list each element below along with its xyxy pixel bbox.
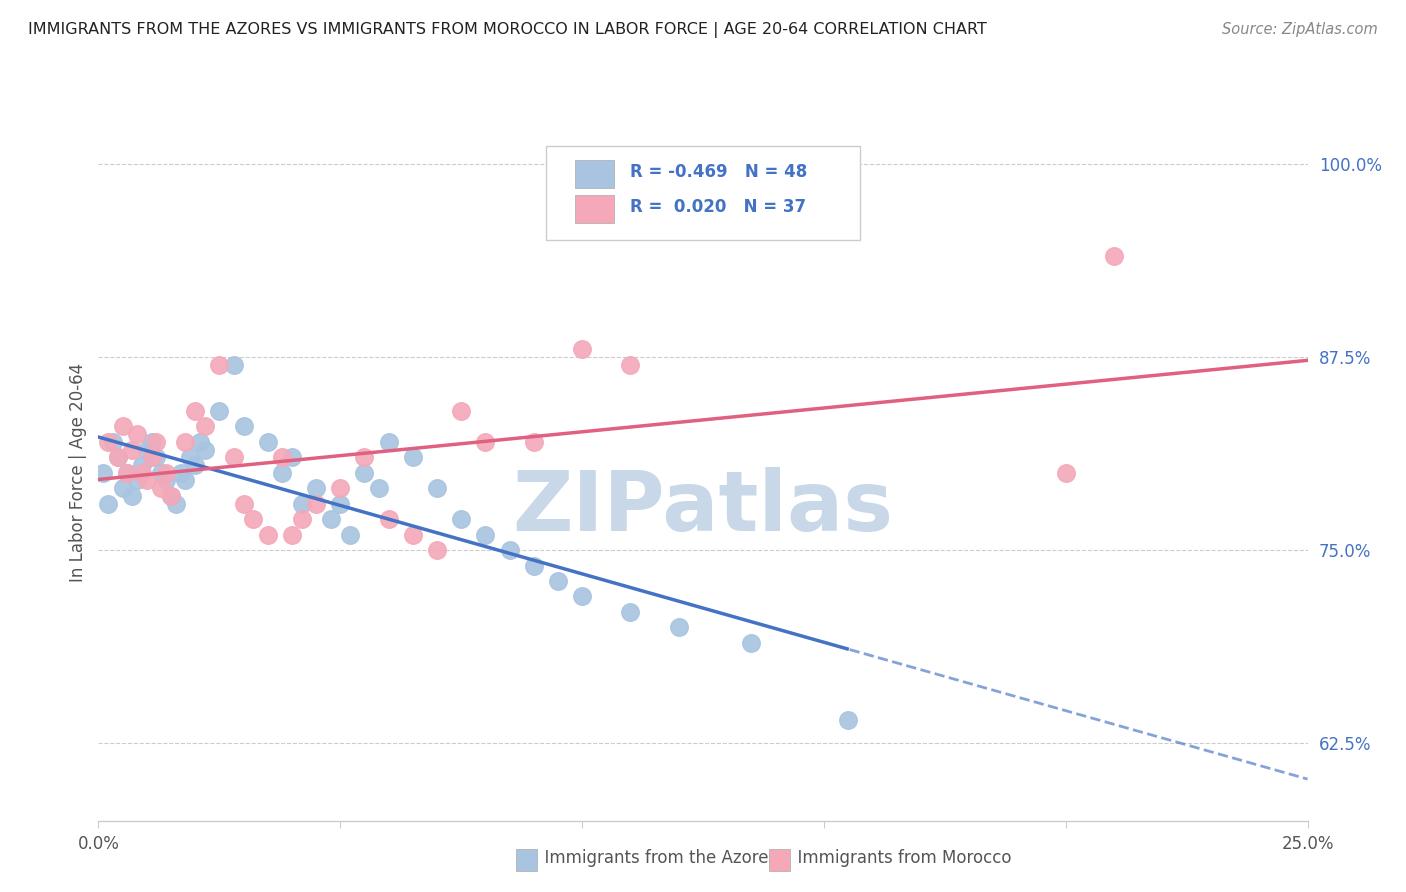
Point: [141, 434, 163, 449]
Point: [547, 574, 569, 588]
Point: [131, 458, 153, 472]
Point: [290, 497, 312, 511]
Point: [305, 481, 328, 495]
Point: [101, 434, 124, 449]
FancyBboxPatch shape: [575, 161, 613, 188]
Point: [281, 450, 304, 465]
Point: [97, 497, 120, 511]
Point: [450, 512, 472, 526]
Point: [141, 450, 163, 465]
Point: [402, 527, 425, 541]
Point: [97, 434, 120, 449]
Text: Immigrants from Morocco: Immigrants from Morocco: [787, 849, 1012, 867]
Point: [368, 481, 391, 495]
Point: [165, 497, 187, 511]
Text: ZIPatlas: ZIPatlas: [513, 467, 893, 548]
Point: [208, 358, 231, 372]
Point: [426, 543, 449, 558]
Y-axis label: In Labor Force | Age 20-64: In Labor Force | Age 20-64: [69, 363, 87, 582]
Point: [107, 450, 129, 465]
Point: [174, 474, 197, 488]
Point: [619, 358, 641, 372]
Point: [150, 466, 173, 480]
Point: [111, 419, 134, 434]
Point: [145, 434, 167, 449]
Point: [305, 497, 328, 511]
Point: [353, 450, 375, 465]
Text: R = -0.469   N = 48: R = -0.469 N = 48: [630, 163, 807, 181]
Point: [450, 404, 472, 418]
Point: [155, 466, 177, 480]
Point: [377, 512, 399, 526]
Point: [837, 713, 859, 727]
Point: [256, 527, 278, 541]
Point: [91, 466, 114, 480]
Point: [184, 404, 207, 418]
Point: [402, 450, 425, 465]
Point: [474, 527, 496, 541]
Text: R =  0.020   N = 37: R = 0.020 N = 37: [630, 198, 807, 216]
Point: [290, 512, 312, 526]
Point: [329, 497, 352, 511]
Point: [242, 512, 264, 526]
Point: [127, 427, 149, 442]
Point: [474, 434, 496, 449]
Point: [194, 442, 217, 457]
Point: [188, 434, 211, 449]
Point: [619, 605, 641, 619]
Point: [155, 474, 177, 488]
Text: Immigrants from the Azores: Immigrants from the Azores: [534, 849, 778, 867]
FancyBboxPatch shape: [575, 195, 613, 223]
Point: [127, 474, 149, 488]
Point: [377, 434, 399, 449]
Point: [107, 450, 129, 465]
Point: [117, 466, 139, 480]
Point: [523, 558, 546, 573]
Point: [319, 512, 342, 526]
Point: [179, 450, 201, 465]
Point: [571, 342, 593, 356]
FancyBboxPatch shape: [546, 145, 860, 240]
Point: [498, 543, 520, 558]
Point: [281, 527, 304, 541]
Point: [117, 466, 139, 480]
Text: IMMIGRANTS FROM THE AZORES VS IMMIGRANTS FROM MOROCCO IN LABOR FORCE | AGE 20-64: IMMIGRANTS FROM THE AZORES VS IMMIGRANTS…: [28, 22, 987, 38]
Point: [1054, 466, 1077, 480]
Point: [169, 466, 191, 480]
Point: [571, 590, 593, 604]
Point: [150, 481, 173, 495]
Point: [256, 434, 278, 449]
Point: [329, 481, 352, 495]
Point: [184, 458, 207, 472]
Text: Source: ZipAtlas.com: Source: ZipAtlas.com: [1222, 22, 1378, 37]
Point: [426, 481, 449, 495]
Point: [160, 489, 183, 503]
Point: [174, 434, 197, 449]
Point: [131, 466, 153, 480]
Point: [339, 527, 361, 541]
Point: [232, 419, 254, 434]
Point: [232, 497, 254, 511]
Point: [523, 434, 546, 449]
Point: [135, 474, 157, 488]
Point: [135, 442, 157, 457]
Point: [271, 450, 294, 465]
Point: [740, 636, 762, 650]
Point: [208, 404, 231, 418]
Point: [111, 481, 134, 495]
Point: [668, 620, 690, 634]
Point: [222, 358, 245, 372]
Point: [1102, 249, 1125, 263]
Point: [271, 466, 294, 480]
Point: [222, 450, 245, 465]
Point: [121, 489, 143, 503]
Point: [194, 419, 217, 434]
Point: [145, 450, 167, 465]
Point: [160, 489, 183, 503]
Point: [353, 466, 375, 480]
Point: [121, 442, 143, 457]
